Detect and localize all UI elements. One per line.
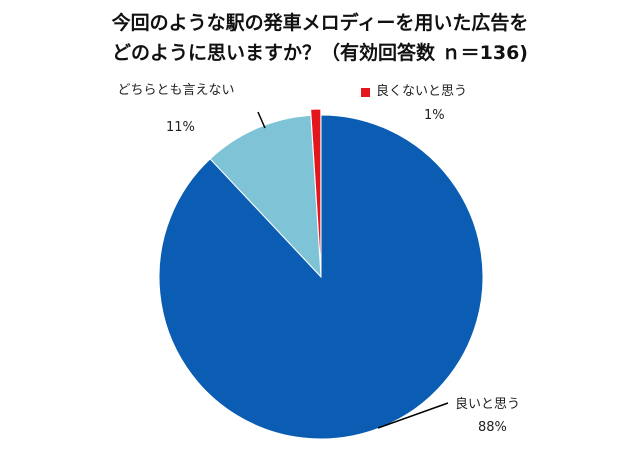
pie-slice: [209, 114, 322, 279]
leader-line: [257, 111, 266, 129]
value-label: 1%: [424, 108, 445, 123]
legend-swatch: [361, 88, 370, 97]
slice-label: 良いと思う: [455, 397, 521, 412]
slice-label: 良くないと思う: [376, 84, 468, 99]
pie-slice: [158, 114, 484, 440]
value-label: 11%: [166, 120, 195, 135]
slice-label: どちらとも言えない: [117, 83, 235, 98]
value-label: 88%: [478, 420, 507, 435]
chart-title: 今回のような駅の発車メロディーを用いた広告を: [111, 12, 529, 34]
chart-title: どのように思いますか？（有効回答数 ｎ＝136): [112, 42, 528, 64]
leader-line: [377, 402, 449, 429]
